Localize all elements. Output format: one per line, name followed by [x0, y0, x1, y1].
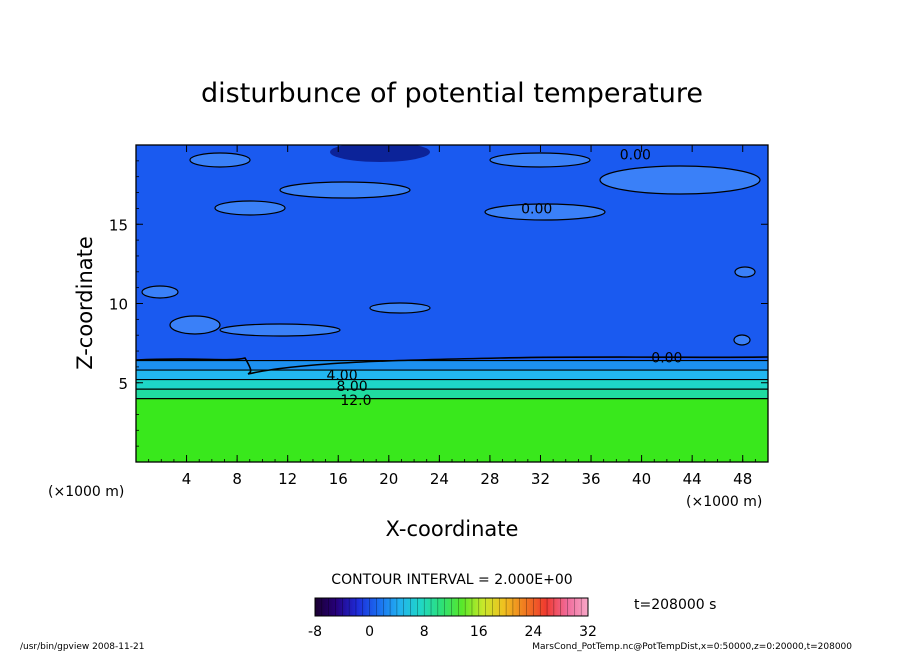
positive-anomaly-cell: [189, 152, 251, 168]
positive-anomaly-cell: [219, 323, 341, 337]
x-tick-label: 44: [683, 470, 702, 488]
colorbar-tick-label: -8: [308, 624, 322, 640]
footer-left: /usr/bin/gpview 2008-11-21: [20, 642, 145, 652]
positive-anomaly-cell: [279, 181, 411, 199]
contour-layer: [136, 398, 768, 462]
x-axis: 4 8 12 16 20 24 28 32 36 40 44 48: [135, 145, 769, 488]
y-axis-label: Z-coordinate: [73, 236, 97, 370]
positive-anomaly-cell: [369, 302, 431, 314]
footer-right: MarsCond_PotTemp.nc@PotTempDist,x=0:5000…: [532, 642, 852, 652]
x-tick-label: 16: [329, 470, 348, 488]
x-tick-label: 12: [278, 470, 297, 488]
contour-label: 0.00: [521, 201, 552, 217]
colorbar: -8 0 8 16 24 32: [308, 597, 597, 640]
positive-anomaly-cell: [599, 165, 761, 195]
contour-layer: [136, 370, 768, 380]
x-tick-label: 40: [632, 470, 651, 488]
x-tick-label: 28: [480, 470, 499, 488]
positive-anomaly-cell: [733, 334, 751, 346]
colorbar-tick-label: 24: [524, 624, 542, 640]
time-label: t=208000 s: [634, 597, 716, 613]
y-axis: 5 10 15: [109, 144, 768, 463]
positive-anomaly-cell: [484, 203, 606, 221]
contour-label: 8.00: [337, 379, 368, 395]
contour-lines: [136, 145, 768, 375]
colorbar-tick-label: 0: [365, 624, 374, 640]
positive-anomaly-cell: [169, 315, 221, 335]
contour-label: 12.0: [340, 393, 371, 409]
chart-title: disturbunce of potential temperature: [201, 78, 703, 109]
contour-label: 4.00: [326, 368, 357, 384]
colorbar-ticks: -8 0 8 16 24 32: [308, 598, 597, 640]
positive-anomaly-cell: [734, 266, 756, 278]
colorbar-tick-label: 16: [470, 624, 488, 640]
x-unit-right: (×1000 m): [686, 494, 762, 510]
positive-anomaly-cell: [214, 200, 286, 216]
x-unit-left: (×1000 m): [48, 484, 124, 500]
positive-anomaly-cell: [489, 152, 591, 168]
y-tick-label: 5: [118, 375, 128, 393]
x-tick-label: 24: [430, 470, 449, 488]
contour-layer: [136, 360, 768, 371]
x-tick-label: 4: [182, 470, 192, 488]
x-tick-label: 48: [733, 470, 752, 488]
contour-label: 0.00: [620, 148, 651, 164]
positive-anomaly-cell: [141, 285, 179, 299]
x-tick-label: 8: [232, 470, 242, 488]
x-tick-label: 32: [531, 470, 550, 488]
contour-layer: [136, 389, 768, 399]
contour-label: 0.00: [651, 350, 682, 366]
colorbar-tick-label: 8: [420, 624, 429, 640]
colorbar-tick-label: 32: [579, 624, 597, 640]
x-axis-label: X-coordinate: [386, 517, 519, 541]
zero-contour-line: [136, 356, 768, 375]
negative-anomaly-cell: [330, 145, 430, 162]
x-tick-label: 20: [379, 470, 398, 488]
y-tick-label: 10: [109, 296, 128, 314]
contour-interval-label: CONTOUR INTERVAL = 2.000E+00: [331, 572, 572, 588]
y-tick-label: 15: [109, 216, 128, 234]
x-tick-label: 36: [581, 470, 600, 488]
contour-layer: [136, 379, 768, 390]
